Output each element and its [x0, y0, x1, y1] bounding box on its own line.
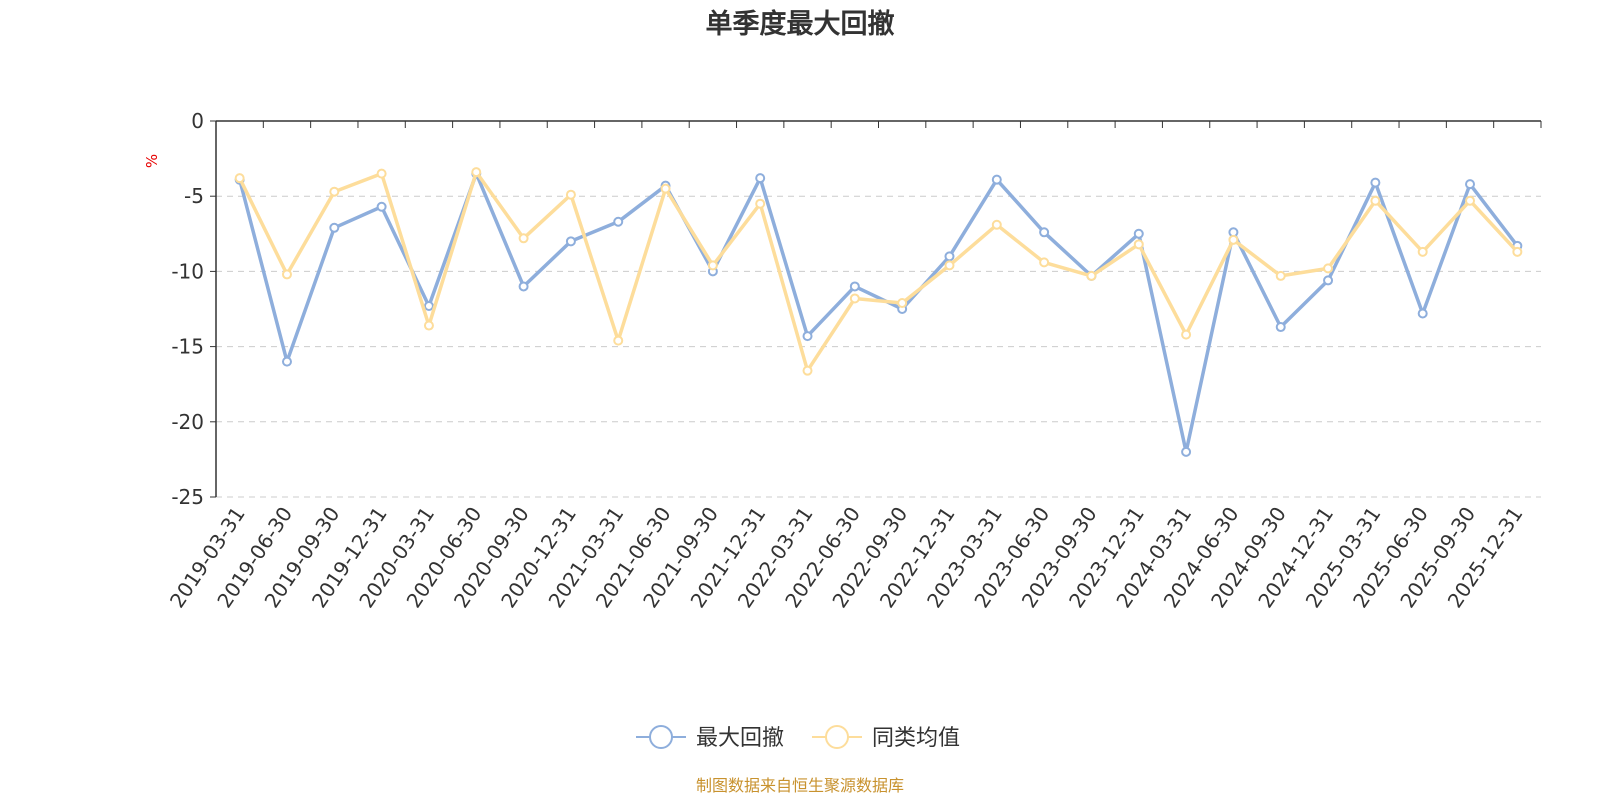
data-point[interactable] — [423, 300, 434, 311]
data-point[interactable] — [660, 183, 671, 194]
data-point[interactable] — [1512, 246, 1523, 257]
data-point[interactable] — [1465, 179, 1476, 190]
legend-label: 最大回撤 — [696, 726, 784, 751]
data-point[interactable] — [1228, 234, 1239, 245]
data-point[interactable] — [849, 293, 860, 304]
data-point[interactable] — [1086, 270, 1097, 281]
data-point[interactable] — [1275, 322, 1286, 333]
y-tick-label: -20 — [171, 410, 204, 434]
data-point[interactable] — [329, 186, 340, 197]
data-point[interactable] — [613, 335, 624, 346]
data-point[interactable] — [281, 356, 292, 367]
data-point[interactable] — [1039, 227, 1050, 238]
data-point[interactable] — [565, 189, 576, 200]
y-tick-label: -10 — [171, 259, 204, 283]
data-point[interactable] — [281, 269, 292, 280]
legend-marker — [649, 725, 673, 749]
y-tick-label: -5 — [184, 184, 204, 208]
data-point[interactable] — [755, 173, 766, 184]
data-point[interactable] — [234, 173, 245, 184]
series-1 — [234, 168, 1523, 457]
data-point[interactable] — [1133, 239, 1144, 250]
data-point[interactable] — [944, 251, 955, 262]
data-point[interactable] — [849, 281, 860, 292]
data-point[interactable] — [1323, 263, 1334, 274]
axes — [215, 120, 1541, 497]
data-point[interactable] — [518, 281, 529, 292]
data-point[interactable] — [565, 236, 576, 247]
series-layer — [234, 167, 1523, 457]
data-point[interactable] — [423, 320, 434, 331]
data-point[interactable] — [897, 297, 908, 308]
data-point[interactable] — [1417, 246, 1428, 257]
data-point[interactable] — [1133, 228, 1144, 239]
data-point[interactable] — [1323, 275, 1334, 286]
data-point[interactable] — [944, 260, 955, 271]
data-point[interactable] — [1370, 177, 1381, 188]
data-point[interactable] — [755, 198, 766, 209]
data-point[interactable] — [471, 167, 482, 178]
legend-marker — [825, 725, 849, 749]
legend-label: 同类均值 — [872, 726, 960, 751]
y-tick-label: -25 — [171, 485, 204, 509]
data-point[interactable] — [376, 168, 387, 179]
data-point[interactable] — [376, 201, 387, 212]
grid-lines — [216, 195, 1541, 498]
data-point[interactable] — [991, 174, 1002, 185]
y-tick-label: 0 — [191, 109, 204, 133]
y-axis-ticks: 0 -5 -10 -15 -20 -25 — [171, 109, 216, 509]
data-point[interactable] — [991, 219, 1002, 230]
chart-title: 单季度最大回撤 — [706, 8, 895, 40]
data-point[interactable] — [329, 222, 340, 233]
data-point[interactable] — [802, 331, 813, 342]
series-2 — [234, 167, 1523, 376]
data-point[interactable] — [613, 216, 624, 227]
data-point[interactable] — [1181, 329, 1192, 340]
data-point[interactable] — [1275, 270, 1286, 281]
x-axis-ticks: 2019-03-312019-06-302019-09-302019-12-31… — [165, 121, 1542, 612]
data-point[interactable] — [1417, 308, 1428, 319]
data-point[interactable] — [1370, 195, 1381, 206]
data-point[interactable] — [802, 365, 813, 376]
legend[interactable]: 最大回撤 同类均值 — [636, 725, 960, 751]
data-point[interactable] — [1465, 195, 1476, 206]
data-point[interactable] — [518, 233, 529, 244]
y-tick-label: -15 — [171, 335, 204, 359]
y-axis-unit-label: % — [143, 154, 161, 168]
legend-item-2[interactable]: 同类均值 — [812, 725, 960, 751]
data-source-note: 制图数据来自恒生聚源数据库 — [696, 776, 904, 795]
series-line — [238, 170, 1519, 373]
data-point[interactable] — [707, 260, 718, 271]
series-line — [238, 171, 1519, 454]
data-point[interactable] — [1181, 446, 1192, 457]
data-point[interactable] — [1039, 257, 1050, 268]
legend-item-1[interactable]: 最大回撤 — [636, 725, 784, 751]
